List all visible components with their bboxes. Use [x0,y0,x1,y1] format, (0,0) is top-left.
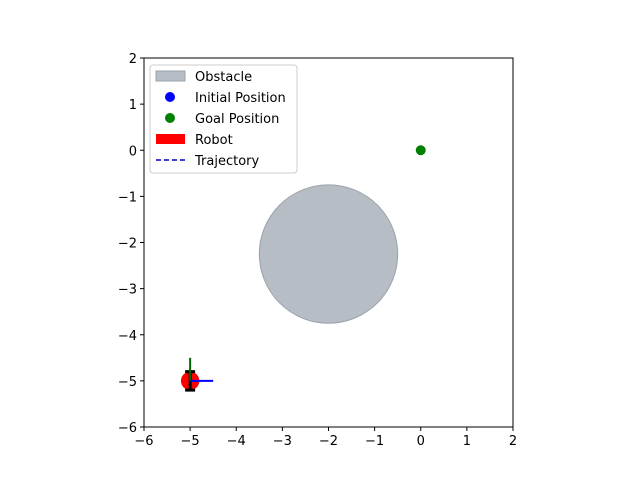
y-tick-label: −2 [118,237,137,252]
x-tick-label: −6 [134,434,153,449]
legend-label: Initial Position [195,91,286,106]
x-tick-label: 2 [509,434,517,449]
legend-swatch [155,70,186,82]
legend-label: Obstacle [195,70,252,85]
legend-label: Goal Position [195,112,279,127]
y-tick-label: 0 [129,144,137,159]
obstacle-circle [258,184,399,324]
legend-swatch [165,113,175,123]
x-tick-label: −1 [365,434,384,449]
y-tick-label: 1 [129,98,137,113]
legend: Obstacle Initial Position Goal Position Rob… [149,64,298,174]
x-tick-label: 1 [463,434,471,449]
x-tick-label: 0 [417,434,425,449]
x-tick-label: −4 [227,434,246,449]
goal-position-point [415,145,426,156]
y-tick-label: 2 [129,52,137,67]
legend-swatch [156,134,185,144]
legend-label: Trajectory [194,154,259,169]
x-tick-label: −3 [273,434,292,449]
y-tick-label: −1 [118,190,137,205]
legend-box [149,64,298,174]
y-tick-label: −5 [118,375,137,390]
plot-area [180,145,426,392]
x-axis: −6 −5 −4 −3 −2 −1 0 1 2 [134,427,517,449]
legend-swatch [165,92,175,102]
y-axis: −6 −5 −4 −3 −2 −1 0 1 2 [118,52,144,436]
y-tick-label: −4 [118,329,137,344]
x-tick-label: −2 [319,434,338,449]
x-tick-label: −5 [181,434,200,449]
legend-label: Robot [195,133,233,148]
y-tick-label: −6 [118,421,137,436]
y-tick-label: −3 [118,283,137,298]
